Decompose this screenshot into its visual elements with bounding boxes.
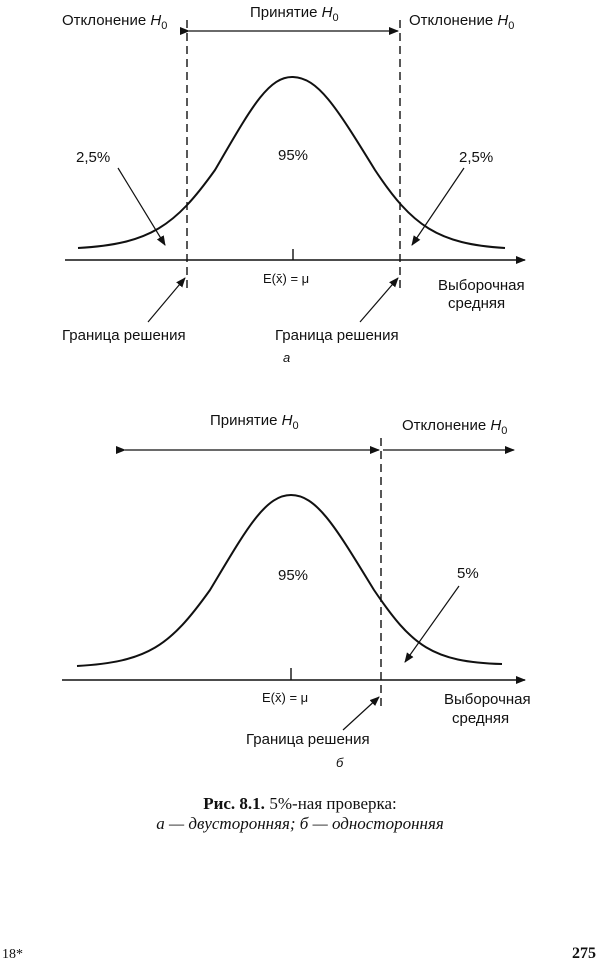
caption-line2: а — двусторонняя; б — односторонняя <box>156 814 444 833</box>
accept-label: Принятие H0 <box>210 412 299 432</box>
reject-label: Отклонение H0 <box>402 417 507 437</box>
axis-label-line1: Выборочная <box>438 277 525 294</box>
page-number: 275 <box>572 945 596 962</box>
mean-label: E(x̄) = μ <box>263 271 309 286</box>
figure-caption: Рис. 8.1. 5%-ная проверка: а — двусторон… <box>156 794 444 833</box>
boundary-pointer <box>342 696 380 731</box>
sub-label-b: б <box>336 755 344 770</box>
tail-right-pointer <box>411 167 465 246</box>
tail-left-pointer <box>117 167 166 246</box>
tail-percent: 5% <box>457 565 479 582</box>
bell-curve <box>77 75 506 249</box>
boundary-left-pointer <box>147 277 186 323</box>
caption-line1: Рис. 8.1. 5%-ная проверка: <box>203 794 397 813</box>
mean-label: E(x̄) = μ <box>262 690 308 705</box>
signature-mark: 18* <box>2 947 23 962</box>
reject-right-label: Отклонение H0 <box>409 12 514 32</box>
boundary-label: Граница решения <box>246 731 370 748</box>
accept-label: Принятие H0 <box>250 4 339 24</box>
boundary-left-label: Граница решения <box>62 327 186 344</box>
axis-label-line2: средняя <box>452 710 509 727</box>
sub-label-a: а <box>283 350 290 365</box>
bell-curve <box>76 493 503 667</box>
axis-label-line2: средняя <box>448 295 505 312</box>
tail-left-percent: 2,5% <box>76 149 110 166</box>
center-percent: 95% <box>278 567 308 584</box>
center-percent: 95% <box>278 147 308 164</box>
reject-left-label: Отклонение H0 <box>62 12 167 32</box>
figure-b: Принятие H0 Отклонение H0 95% 5% E(x̄) =… <box>62 412 531 770</box>
boundary-right-pointer <box>359 277 399 323</box>
figure-a: Отклонение H0 Принятие H0 Отклонение H0 … <box>62 4 526 365</box>
tail-pointer <box>404 585 460 663</box>
axis-label-line1: Выборочная <box>444 691 531 708</box>
boundary-right-label: Граница решения <box>275 327 399 344</box>
tail-right-percent: 2,5% <box>459 149 493 166</box>
